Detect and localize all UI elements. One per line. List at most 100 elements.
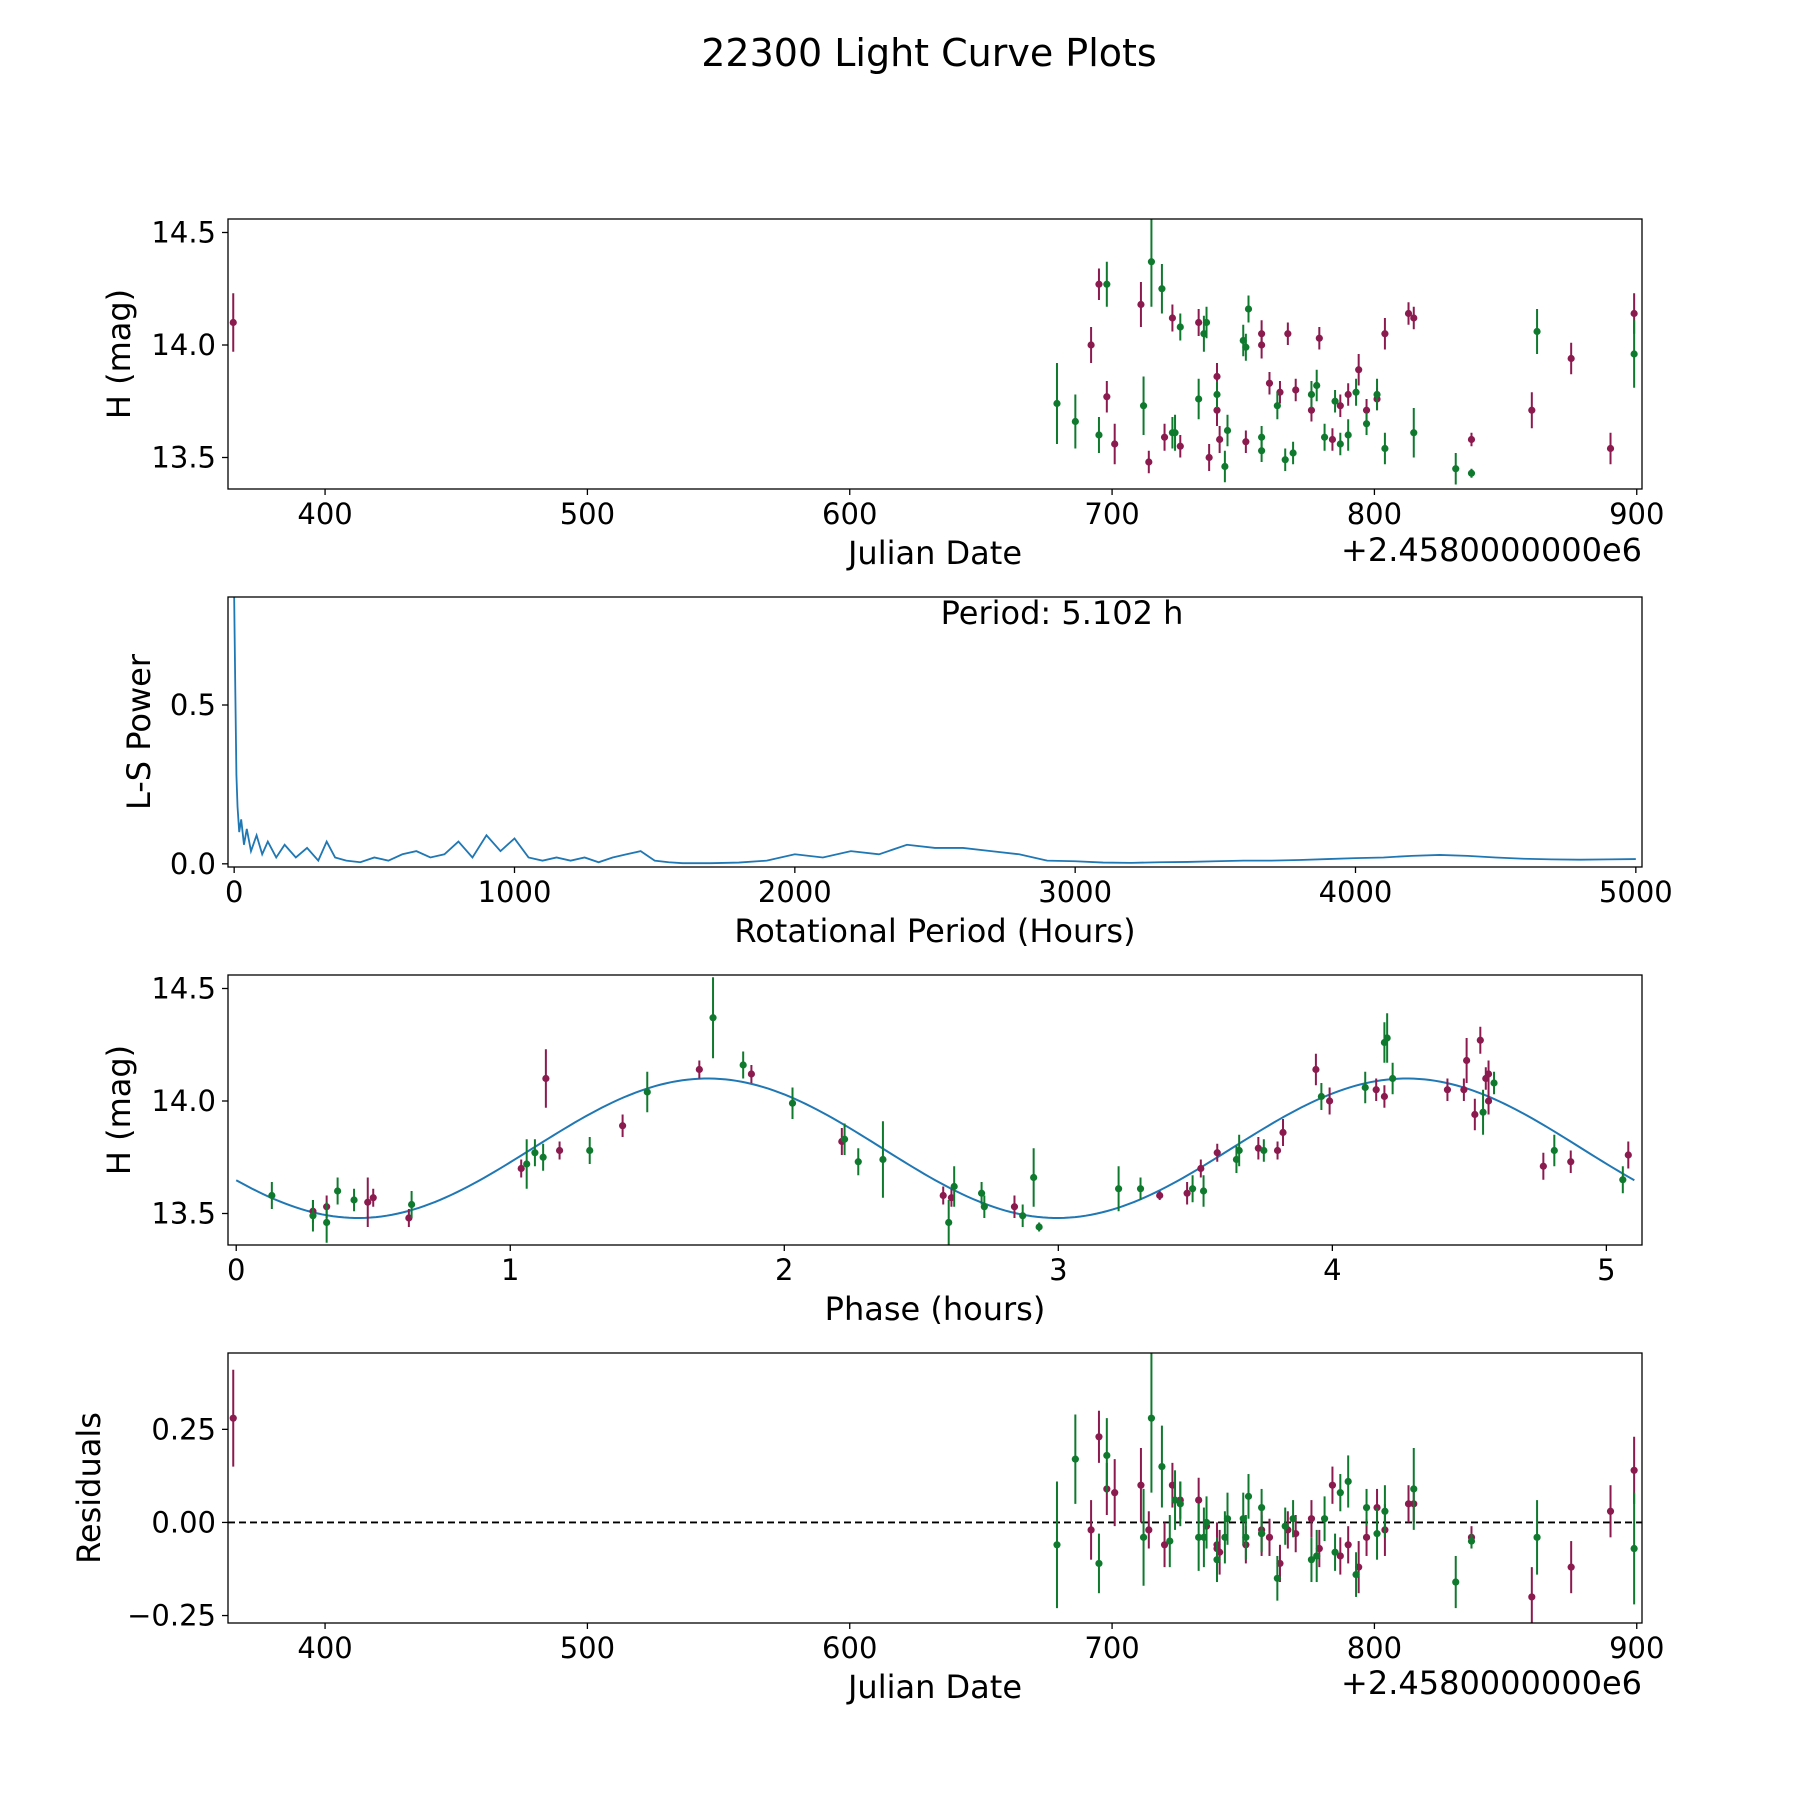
lightcurve-point-green-12 xyxy=(1202,306,1211,339)
lightcurve-point-green-2 xyxy=(1095,417,1103,453)
periodogram-marks xyxy=(233,597,1636,865)
lightcurve-point-green-18 xyxy=(1244,295,1253,323)
lightcurve-frame xyxy=(227,218,1643,490)
residuals-point-green-0 xyxy=(1053,1481,1061,1609)
lightcurve-point-red-35 xyxy=(1567,342,1575,375)
residuals-point-green-36 xyxy=(1467,1533,1476,1549)
residuals-point-green-32 xyxy=(1373,1507,1381,1560)
phased-point-red-23 xyxy=(1326,1087,1334,1115)
residuals-point-red-26 xyxy=(1344,1526,1352,1564)
lightcurve-point-red-15 xyxy=(1242,430,1250,453)
lightcurve-point-red-3 xyxy=(1103,381,1111,413)
phased-point-green-1 xyxy=(309,1200,317,1232)
phased-point-red-24 xyxy=(1372,1078,1380,1101)
residuals-point-green-37 xyxy=(1533,1500,1541,1575)
lightcurve-point-red-33 xyxy=(1467,432,1476,447)
phased-point-red-14 xyxy=(1010,1195,1019,1218)
lightcurve-point-green-0 xyxy=(1053,363,1061,444)
lightcurve-point-red-31 xyxy=(1404,302,1413,325)
residuals-xtick-label: 500 xyxy=(560,1631,615,1665)
residuals-point-red-22 xyxy=(1307,1500,1316,1538)
lightcurve-point-green-10 xyxy=(1195,378,1203,420)
phased-point-red-7 xyxy=(555,1141,564,1160)
phased-ticks: 0 1 2 3 4 5 13.5 14.0 14.5 xyxy=(151,972,1615,1288)
lightcurve-point-green-1 xyxy=(1071,394,1079,449)
phased-point-red-32 xyxy=(1484,1087,1493,1115)
phased-point-green-15 xyxy=(854,1148,862,1176)
lightcurve-point-green-15 xyxy=(1223,414,1232,447)
lightcurve-point-green-5 xyxy=(1147,219,1156,307)
residuals-point-green-20 xyxy=(1258,1488,1266,1527)
phased-point-green-32 xyxy=(1361,1071,1369,1104)
phased-xtick-label: 1 xyxy=(501,1253,519,1287)
residuals-point-green-31 xyxy=(1362,1488,1371,1527)
lightcurve-point-green-25 xyxy=(1313,369,1321,402)
phased-point-red-9 xyxy=(695,1060,703,1079)
lightcurve-point-red-1 xyxy=(1087,327,1095,363)
phased-frame xyxy=(227,974,1643,1246)
phased-point-green-20 xyxy=(980,1195,988,1218)
residuals-point-green-22 xyxy=(1281,1507,1289,1545)
phased-point-green-19 xyxy=(977,1182,986,1205)
lightcurve-point-green-20 xyxy=(1258,426,1266,449)
lightcurve-point-green-21 xyxy=(1273,392,1281,420)
residuals-point-red-34 xyxy=(1528,1567,1536,1623)
residuals-offset-label: +2.4580000000e6 xyxy=(1341,1664,1642,1702)
lightcurve-point-green-8 xyxy=(1171,414,1179,451)
phased-point-green-3 xyxy=(334,1177,342,1205)
phased-point-green-0 xyxy=(268,1182,276,1209)
residuals-point-red-36 xyxy=(1606,1485,1615,1538)
residuals-marks xyxy=(228,1353,1642,1623)
lightcurve-point-red-10 xyxy=(1195,309,1203,336)
lightcurve-point-red-7 xyxy=(1160,423,1169,451)
lightcurve-point-green-30 xyxy=(1352,378,1360,406)
phased-point-green-31 xyxy=(1317,1083,1325,1110)
lightcurve-ytick-label: 14.0 xyxy=(151,328,216,362)
residuals-point-red-35 xyxy=(1567,1541,1575,1594)
residuals-point-green-24 xyxy=(1307,1537,1316,1583)
residuals-point-green-28 xyxy=(1336,1474,1344,1512)
phased-point-green-8 xyxy=(539,1143,547,1171)
residuals-xtick-label: 900 xyxy=(1609,1631,1664,1665)
lightcurve-point-green-17 xyxy=(1242,333,1250,361)
residuals-point-green-7 xyxy=(1166,1515,1174,1568)
lightcurve-point-red-30 xyxy=(1381,318,1389,350)
phased-xtick-label: 0 xyxy=(227,1253,245,1287)
lightcurve-point-red-24 xyxy=(1328,428,1337,451)
phased-point-red-21 xyxy=(1279,1119,1287,1146)
residuals-point-green-9 xyxy=(1176,1481,1184,1527)
residuals-ytick-label: 0.25 xyxy=(151,1412,216,1446)
lightcurve-point-red-6 xyxy=(1145,450,1153,474)
phased-point-green-21 xyxy=(1019,1204,1027,1227)
residuals-point-green-1 xyxy=(1071,1414,1079,1504)
lightcurve-point-red-11 xyxy=(1205,444,1213,471)
lightcurve-point-red-34 xyxy=(1528,392,1536,429)
lightcurve-point-green-24 xyxy=(1307,381,1316,408)
phased-point-green-6 xyxy=(523,1139,531,1189)
lightcurve-point-green-4 xyxy=(1139,376,1148,435)
phased-point-red-6 xyxy=(542,1049,550,1108)
phased-point-red-36 xyxy=(1624,1141,1632,1169)
lightcurve-point-green-36 xyxy=(1467,468,1476,478)
phased-point-red-15 xyxy=(1156,1191,1164,1200)
residuals-point-red-2 xyxy=(1095,1410,1103,1463)
lightcurve-point-green-13 xyxy=(1213,381,1221,408)
lightcurve-point-red-2 xyxy=(1095,268,1103,300)
residuals-point-green-25 xyxy=(1313,1529,1321,1583)
residuals-point-green-6 xyxy=(1158,1425,1166,1508)
phased-point-green-5 xyxy=(408,1191,416,1218)
phased-point-green-22 xyxy=(1030,1148,1038,1207)
lightcurve-point-green-33 xyxy=(1381,432,1389,465)
residuals-point-green-29 xyxy=(1344,1455,1352,1508)
phased-point-green-12 xyxy=(739,1051,747,1079)
residuals-point-red-31 xyxy=(1404,1485,1413,1523)
lightcurve-point-red-20 xyxy=(1284,322,1292,345)
phased-point-red-34 xyxy=(1539,1152,1547,1180)
phased-point-red-16 xyxy=(1183,1182,1191,1205)
phased-point-green-34 xyxy=(1383,1013,1391,1063)
residuals-point-green-33 xyxy=(1381,1485,1389,1538)
residuals-point-green-38 xyxy=(1630,1492,1638,1605)
phased-point-red-12 xyxy=(939,1186,947,1205)
